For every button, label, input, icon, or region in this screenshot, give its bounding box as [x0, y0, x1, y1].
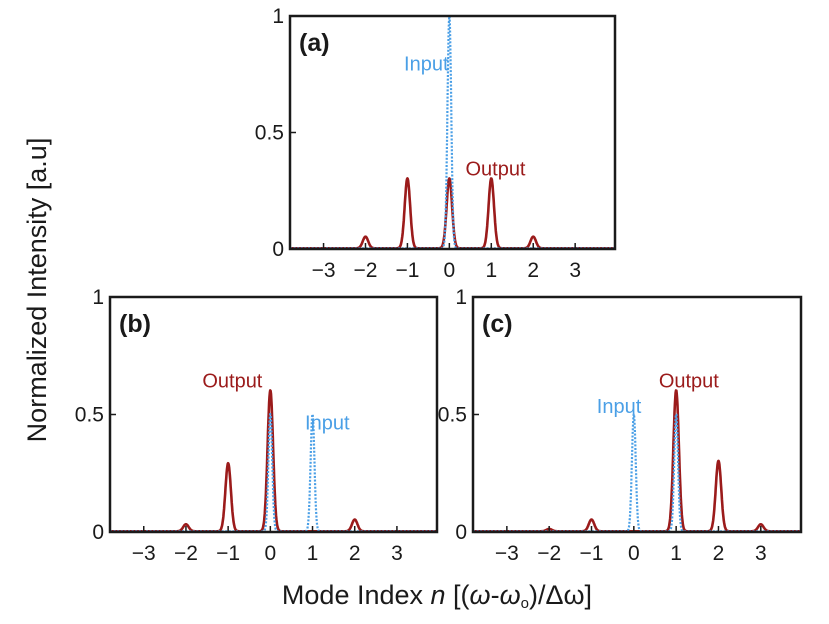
x-tick-label-c: −3 — [495, 542, 519, 565]
x-tick-label-b: 0 — [264, 542, 276, 565]
y-tick-label-c: 0.5 — [438, 404, 467, 427]
annotation-output-b: Output — [202, 370, 262, 392]
annotation-output-c: Output — [659, 370, 719, 392]
y-tick-label-b: 0 — [92, 521, 104, 544]
x-tick-label-c: 3 — [755, 542, 767, 565]
x-tick-label-a: −1 — [395, 259, 419, 282]
x-tick-label-b: −3 — [132, 542, 156, 565]
y-tick-label-c: 1 — [455, 286, 467, 309]
panel-label-b: (b) — [119, 310, 151, 338]
series-output-line-a — [289, 177, 616, 250]
y-tick-label-a: 0.5 — [255, 122, 284, 145]
panel-label-c: (c) — [482, 310, 513, 338]
x-tick-label-a: −3 — [312, 259, 336, 282]
annotation-input-b: Input — [305, 413, 350, 435]
annotation-input-c: Input — [597, 396, 642, 418]
y-axis-label: Normalized Intensity [a.u] — [22, 138, 52, 443]
series-input-line-c — [472, 412, 802, 533]
x-tick-label-a: 3 — [569, 259, 581, 282]
x-tick-label-b: 2 — [349, 542, 361, 565]
x-tick-label-b: 1 — [307, 542, 319, 565]
x-tick-label-c: −2 — [537, 542, 561, 565]
panel-label-a: (a) — [299, 29, 330, 57]
annotation-output-a: Output — [465, 158, 525, 180]
x-tick-label-a: −2 — [354, 259, 378, 282]
panel-b: −3 −2 −1 0 1 2 3 0 0.5 1 (b) Output Input — [75, 286, 439, 565]
panel-a: −3 −2 −1 0 1 2 3 0 0.5 1 (a) Input Output — [255, 5, 617, 282]
panel-c: −3 −2 −1 0 1 2 3 0 0.5 1 (c) Input Output — [438, 286, 803, 565]
x-tick-label-c: 0 — [628, 542, 640, 565]
x-tick-label-c: −1 — [580, 542, 604, 565]
x-tick-label-c: 1 — [670, 542, 682, 565]
x-tick-label-b: 3 — [391, 542, 403, 565]
annotation-input-a: Input — [404, 54, 449, 76]
x-tick-label-a: 2 — [527, 259, 539, 282]
x-tick-label-c: 2 — [713, 542, 725, 565]
y-tick-label-b: 1 — [92, 286, 104, 309]
x-tick-label-b: −2 — [174, 542, 198, 565]
x-tick-label-a: 0 — [444, 259, 456, 282]
y-tick-label-a: 1 — [272, 5, 284, 28]
y-tick-label-a: 0 — [272, 238, 284, 261]
y-tick-label-c: 0 — [455, 521, 467, 544]
x-axis-label: Mode Index n [(ω-ωo)/Δω] — [282, 580, 592, 612]
x-tick-label-a: 1 — [485, 259, 497, 282]
x-tick-label-b: −1 — [216, 542, 240, 565]
y-tick-label-b: 0.5 — [75, 404, 104, 427]
